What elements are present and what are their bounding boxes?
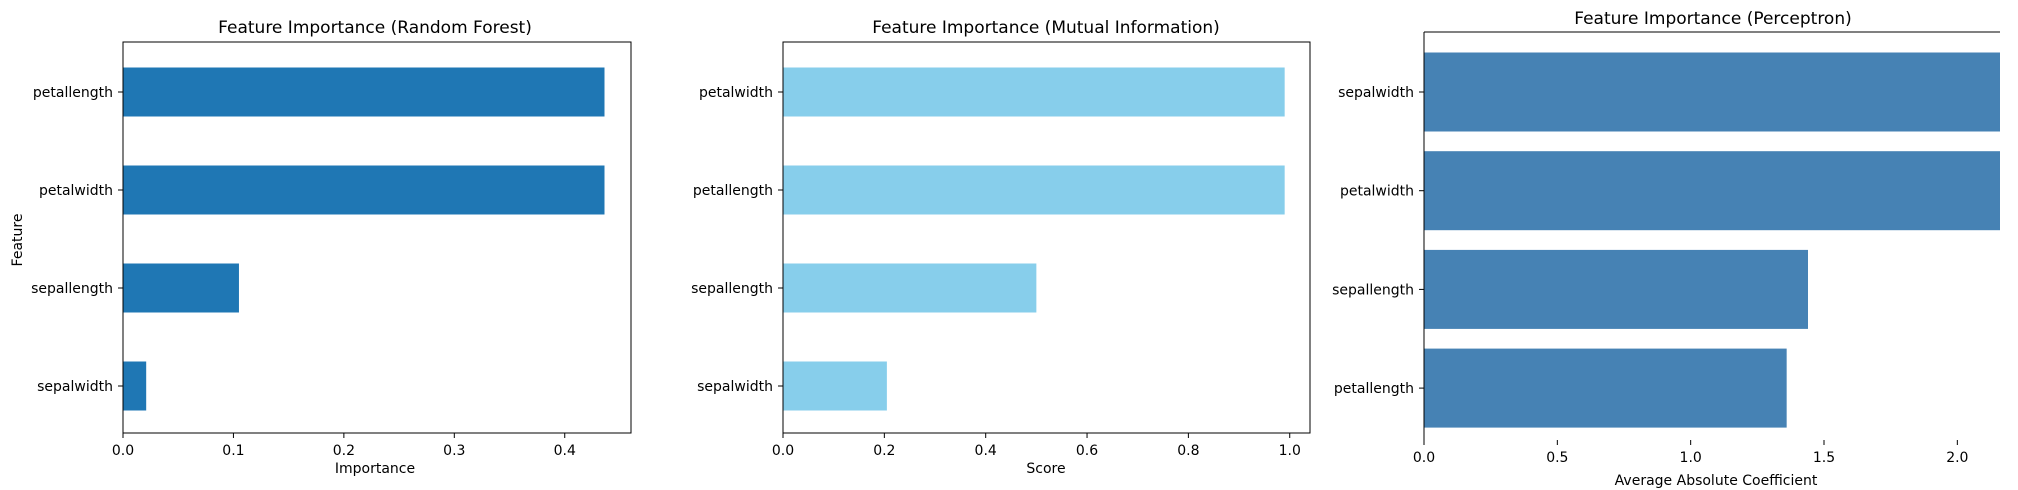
x-tick-label: 0.2	[333, 443, 355, 459]
bar-sepalwidth	[1424, 52, 2000, 132]
plot-area: petallength petalwidth sepallength sepalwid…	[31, 41, 632, 459]
bar-petalwidth	[783, 67, 1285, 117]
y-tick-label: petallength	[693, 183, 773, 199]
x-tick-label: 0.2	[873, 443, 895, 459]
y-tick-label: sepallength	[31, 281, 113, 297]
chart-random-forest: Feature Importance (Random Forest) petal…	[10, 18, 632, 477]
x-axis-label: Average Absolute Coefficient	[1615, 473, 1818, 489]
chart-title: Feature Importance (Perceptron)	[1574, 9, 1852, 29]
axes-frame	[782, 41, 1311, 434]
x-tick-label: 0.0	[1413, 450, 1435, 466]
y-tick-label: sepallength	[691, 281, 773, 297]
bar-petalwidth	[1424, 151, 2000, 231]
y-tick-label: petallength	[33, 85, 113, 101]
y-tick-label: sepallength	[1332, 282, 1414, 298]
x-tick-label: 0.1	[222, 443, 244, 459]
y-tick-label: sepalwidth	[1338, 85, 1414, 101]
x-tick-label: 1.0	[1680, 450, 1702, 466]
chart-perceptron: Feature Importance (Perceptron) sepalwid…	[1332, 9, 2000, 489]
bar-petalwidth	[123, 165, 605, 215]
chart-title: Feature Importance (Random Forest)	[218, 18, 532, 38]
y-tick-label: sepalwidth	[697, 379, 773, 395]
y-tick-label: petallength	[1334, 381, 1414, 397]
x-axis-label: Importance	[335, 461, 415, 477]
bar-petallength	[123, 67, 605, 117]
x-tick-label: 0.6	[1076, 443, 1098, 459]
x-tick-label: 1.0	[1279, 443, 1301, 459]
x-tick-label: 0.0	[112, 443, 134, 459]
x-tick-label: 2.0	[1946, 450, 1968, 466]
bar-sepallength	[123, 263, 239, 313]
chart-mutual-information: Feature Importance (Mutual Information) …	[691, 18, 1311, 477]
bar-sepallength	[783, 263, 1037, 313]
y-tick-label: petalwidth	[39, 183, 113, 199]
x-tick-label: 0.4	[554, 443, 576, 459]
plot-area: sepalwidth petalwidth sepallength petalleng…	[1332, 31, 2000, 466]
y-axis-label: Feature	[10, 214, 26, 267]
x-tick-label: 0.5	[1546, 450, 1568, 466]
x-axis-label: Score	[1026, 461, 1065, 477]
bar-petallength	[1424, 348, 1787, 428]
y-tick-label: sepalwidth	[37, 379, 113, 395]
x-tick-label: 0.3	[443, 443, 465, 459]
bar-sepalwidth	[123, 361, 147, 411]
x-tick-label: 0.4	[975, 443, 997, 459]
bar-sepalwidth	[783, 361, 887, 411]
plot-area: petalwidth petallength sepallength sepalwid…	[691, 41, 1311, 459]
y-tick-label: petalwidth	[1340, 184, 1414, 200]
axes-frame	[122, 41, 632, 434]
x-tick-label: 0.8	[1177, 443, 1199, 459]
bar-sepallength	[1424, 249, 1808, 329]
chart-title: Feature Importance (Mutual Information)	[872, 18, 1220, 38]
x-tick-label: 0.0	[772, 443, 794, 459]
bar-petallength	[783, 165, 1285, 215]
y-tick-label: petalwidth	[699, 85, 773, 101]
x-tick-label: 1.5	[1813, 450, 1835, 466]
